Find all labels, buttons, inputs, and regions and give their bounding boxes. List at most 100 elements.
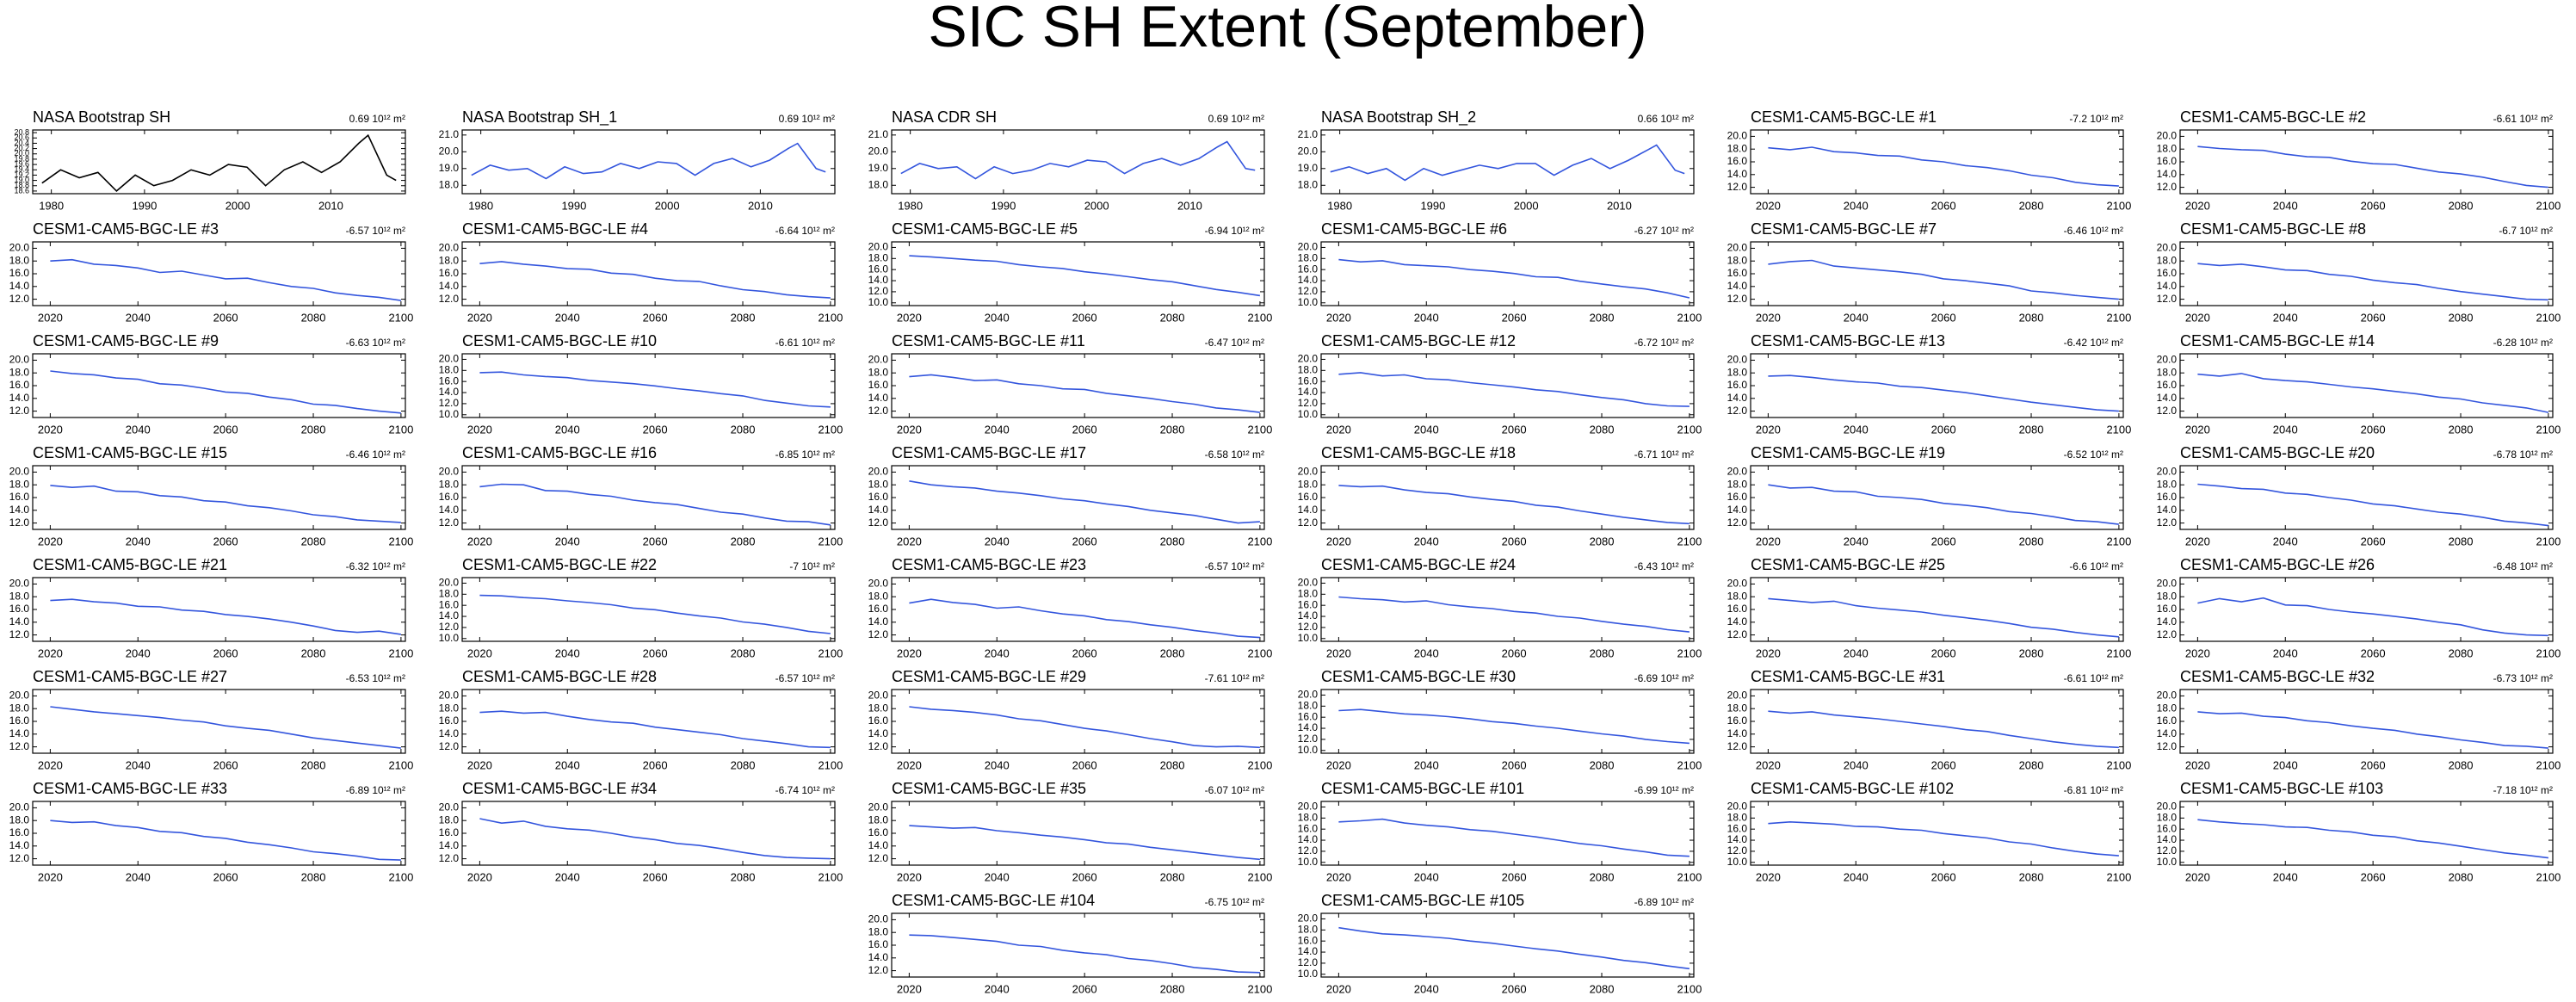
y-tick-label: 12.0 <box>1298 733 1319 745</box>
y-tick-label: 18.0 <box>2157 811 2178 823</box>
x-tick-label: 2100 <box>2106 870 2131 883</box>
x-tick-label: 2040 <box>126 870 151 883</box>
y-tick-label: 12.0 <box>1298 285 1319 297</box>
x-tick-label: 2100 <box>2106 423 2131 436</box>
data-line <box>50 598 402 635</box>
x-tick-label: 2060 <box>1072 646 1097 659</box>
data-line <box>909 255 1261 297</box>
data-line <box>2197 711 2548 749</box>
plot-frame <box>1320 801 1695 866</box>
y-tick-label: 14.0 <box>439 504 460 516</box>
y-tick-label: 12.0 <box>9 740 30 752</box>
x-tick-label: 2040 <box>126 646 151 659</box>
y-tick-label: 18.0 <box>439 178 460 190</box>
plot-frame <box>1750 465 2124 530</box>
y-tick-label: 12.0 <box>1727 181 1748 193</box>
y-tick-label: 20.0 <box>2157 578 2178 590</box>
x-tick-label: 2020 <box>467 870 492 883</box>
x-tick-label: 2060 <box>2361 199 2386 212</box>
data-line <box>2197 597 2548 637</box>
y-tick-label: 16.0 <box>868 379 889 391</box>
x-tick-label: 2020 <box>897 311 922 324</box>
y-tick-label: 20.0 <box>868 801 889 813</box>
plot-frame <box>2179 353 2554 418</box>
y-tick-label: 10.0 <box>1298 632 1319 644</box>
y-tick-label: 12.0 <box>2157 405 2178 417</box>
data-line <box>1768 597 2119 638</box>
y-tick-label: 21.0 <box>868 128 889 140</box>
y-tick-label: 16.0 <box>439 374 460 387</box>
trend-annotation: -6.7 10¹² m² <box>2499 225 2553 237</box>
y-tick-label: 20.0 <box>1298 353 1319 365</box>
y-tick-label: 14.0 <box>1298 721 1319 733</box>
y-tick-label: 16.0 <box>439 491 460 503</box>
x-tick-label: 2020 <box>1756 870 1781 883</box>
x-tick-label: 2040 <box>1844 758 1869 771</box>
data-line <box>50 370 401 414</box>
y-tick-label: 20.0 <box>439 145 460 157</box>
x-tick-label: 2040 <box>1844 199 1869 212</box>
data-line <box>909 374 1260 413</box>
x-tick-label: 2040 <box>2273 758 2298 771</box>
x-tick-label: 2040 <box>985 311 1010 324</box>
panel: CESM1-CAM5-BGC-LE #30 -6.69 10¹² m² 10.012… <box>1298 668 1702 772</box>
y-tick-label: 20.0 <box>868 913 889 925</box>
panel-title: CESM1-CAM5-BGC-LE #103 <box>2180 780 2383 797</box>
y-tick-label: 16.0 <box>868 263 889 275</box>
panel: CESM1-CAM5-BGC-LE #102 -6.81 10¹² m²10.01… <box>1727 780 2132 884</box>
x-tick-label: 1990 <box>132 199 157 212</box>
y-tick-label: 20.0 <box>9 354 30 366</box>
x-tick-label: 2040 <box>1414 535 1439 547</box>
y-tick-label: 20.0 <box>868 466 889 478</box>
x-tick-label: 2060 <box>213 423 238 436</box>
panel-title: CESM1-CAM5-BGC-LE #3 <box>33 220 219 238</box>
x-tick-label: 2100 <box>1677 646 1702 659</box>
x-tick-label: 2060 <box>213 870 238 883</box>
y-tick-label: 19.2 <box>14 170 29 179</box>
y-tick-label: 16.0 <box>1727 714 1748 727</box>
panel: CESM1-CAM5-BGC-LE #28 -6.57 10¹² m² 12.014… <box>439 668 843 772</box>
data-line <box>1338 926 1690 970</box>
y-tick-label: 16.0 <box>9 714 30 727</box>
x-tick-label: 2040 <box>1414 758 1439 771</box>
y-tick-label: 12.0 <box>9 628 30 640</box>
x-tick-label: 2040 <box>2273 870 2298 883</box>
y-tick-label: 12.0 <box>439 293 460 305</box>
trend-annotation: -6.32 10¹² m² <box>346 560 405 572</box>
y-tick-label: 12.0 <box>1727 405 1748 417</box>
plot-frame <box>1750 353 2124 418</box>
y-tick-label: 14.0 <box>868 839 889 851</box>
x-tick-label: 2080 <box>2449 758 2474 771</box>
y-tick-label: 20.0 <box>1298 466 1319 478</box>
x-tick-label: 2060 <box>1502 311 1527 324</box>
y-tick-label: 14.0 <box>2157 168 2178 180</box>
x-tick-label: 2100 <box>1247 311 1272 324</box>
y-tick-label: 20.0 <box>868 145 889 157</box>
x-tick-label: 2060 <box>2361 758 2386 771</box>
x-tick-label: 2100 <box>818 423 843 436</box>
y-tick-label: 20.0 <box>2157 354 2178 366</box>
x-tick-label: 2040 <box>985 982 1010 995</box>
plot-frame <box>32 465 406 530</box>
trend-annotation: -6.61 10¹² m² <box>2493 113 2553 125</box>
y-tick-label: 18.0 <box>1727 254 1748 266</box>
x-tick-label: 1980 <box>468 199 493 212</box>
y-tick-label: 19.0 <box>868 162 889 174</box>
y-tick-label: 18.0 <box>1727 811 1748 823</box>
y-tick-label: 16.0 <box>9 826 30 838</box>
panel-title: CESM1-CAM5-BGC-LE #9 <box>33 332 219 349</box>
y-tick-label: 12.0 <box>1727 628 1748 640</box>
x-tick-label: 2060 <box>1072 535 1097 547</box>
x-tick-label: 2080 <box>301 423 326 436</box>
y-tick-label: 14.0 <box>1727 504 1748 516</box>
panel: CESM1-CAM5-BGC-LE #6 -6.27 10¹² m² 10.012.… <box>1298 220 1702 325</box>
y-tick-label: 18.0 <box>1727 366 1748 378</box>
plot-frame <box>1750 241 2124 306</box>
panel: CESM1-CAM5-BGC-LE #14 -6.28 10¹² m² 12.014… <box>2157 332 2561 436</box>
x-tick-label: 2080 <box>1160 311 1185 324</box>
y-tick-label: 20.0 <box>1298 801 1319 813</box>
panel-title: CESM1-CAM5-BGC-LE #27 <box>33 668 227 685</box>
x-tick-label: 2060 <box>213 646 238 659</box>
y-tick-label: 20.0 <box>1727 242 1748 254</box>
panel-title: CESM1-CAM5-BGC-LE #35 <box>892 780 1086 797</box>
